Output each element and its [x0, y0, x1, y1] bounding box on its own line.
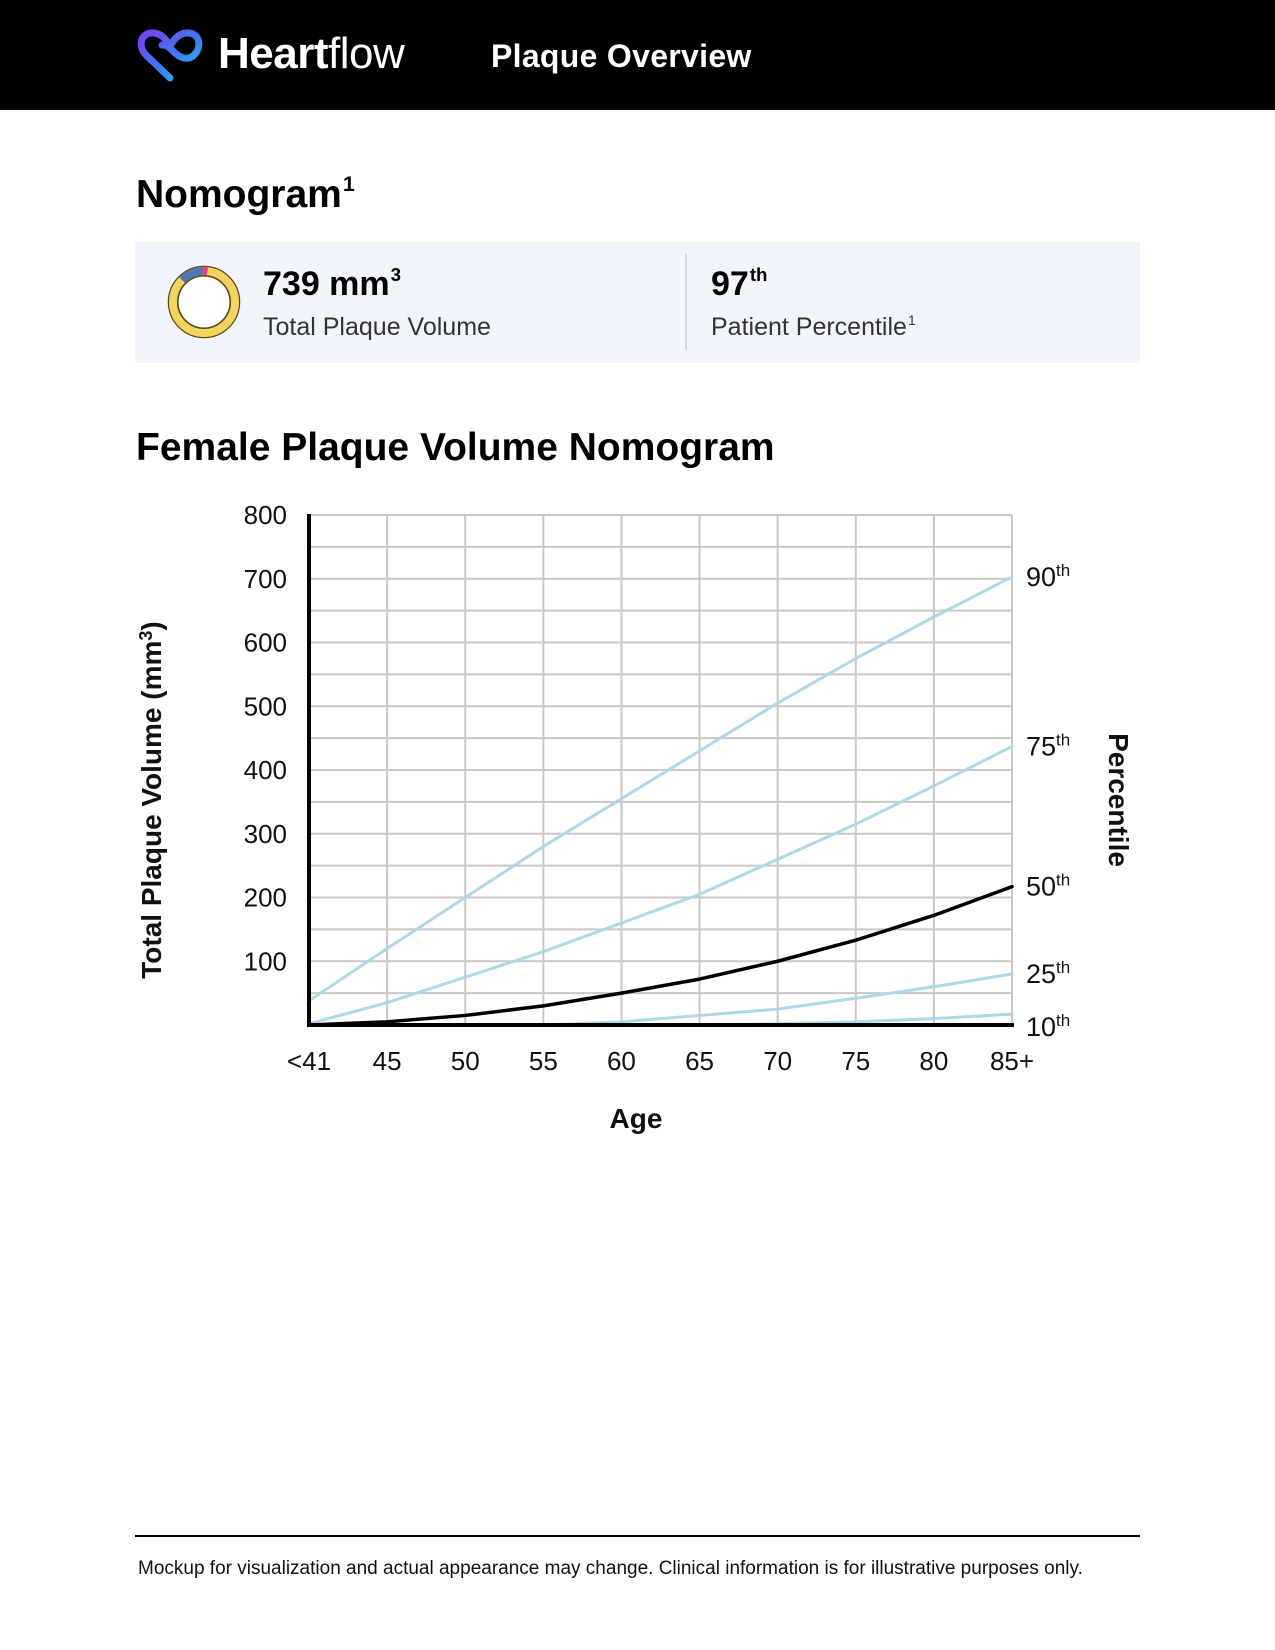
series-line-75 [307, 744, 1014, 1026]
chart-title: Female Plaque Volume Nomogram [136, 426, 775, 469]
patient-percentile-label: Patient Percentile1 [711, 312, 916, 341]
y-tick-label: 700 [244, 564, 287, 594]
plaque-composition-ring-icon [167, 265, 241, 339]
y-tick-label: 200 [244, 883, 287, 913]
y-tick-label: 400 [244, 755, 287, 785]
page-title: Plaque Overview [491, 38, 752, 74]
x-tick-label: 65 [685, 1046, 714, 1076]
x-tick-label: 55 [529, 1046, 558, 1076]
series-label-75: 75th [1026, 730, 1070, 761]
x-tick-label: 85+ [990, 1046, 1034, 1076]
x-tick-label: 80 [919, 1046, 948, 1076]
plaque-summary-card: 739 mm3 Total Plaque Volume 97th Patient… [135, 242, 1140, 363]
summary-divider [685, 254, 687, 350]
x-tick-label: <41 [287, 1046, 331, 1076]
x-axis-label: Age [610, 1103, 663, 1134]
total-plaque-volume-label: Total Plaque Volume [263, 313, 491, 341]
x-tick-label: 50 [451, 1046, 480, 1076]
x-tick-label: 75 [841, 1046, 870, 1076]
x-tick-label: 70 [763, 1046, 792, 1076]
series-line-90 [307, 575, 1014, 1003]
patient-percentile-value: 97th [711, 263, 768, 303]
series-label-50: 50th [1026, 871, 1070, 902]
top-header-bar: Heartflow Plaque Overview [0, 0, 1275, 110]
footer-divider [135, 1535, 1140, 1537]
y-tick-label: 800 [244, 500, 287, 530]
series-line-25 [307, 972, 1014, 1027]
brand-wordmark: Heartflow [218, 29, 405, 78]
series-label-10: 10th [1026, 1011, 1070, 1042]
series-label-25: 25th [1026, 958, 1070, 989]
y-tick-label: 100 [244, 946, 287, 976]
nomogram-heading: Nomogram1 [136, 171, 355, 216]
y-tick-label: 300 [244, 819, 287, 849]
percentile-axis-label: Percentile [1103, 733, 1134, 867]
y-axis-label: Total Plaque Volume (mm3) [136, 621, 167, 978]
x-tick-label: 45 [373, 1046, 402, 1076]
series-line-50 [307, 884, 1014, 1027]
heart-infinity-logo-icon [137, 29, 203, 82]
y-tick-label: 600 [244, 628, 287, 658]
x-tick-label: 60 [607, 1046, 636, 1076]
footer-disclaimer: Mockup for visualization and actual appe… [138, 1558, 1083, 1579]
total-plaque-volume-value: 739 mm3 [263, 263, 402, 303]
y-tick-label: 500 [244, 691, 287, 721]
series-label-90: 90th [1026, 561, 1070, 592]
